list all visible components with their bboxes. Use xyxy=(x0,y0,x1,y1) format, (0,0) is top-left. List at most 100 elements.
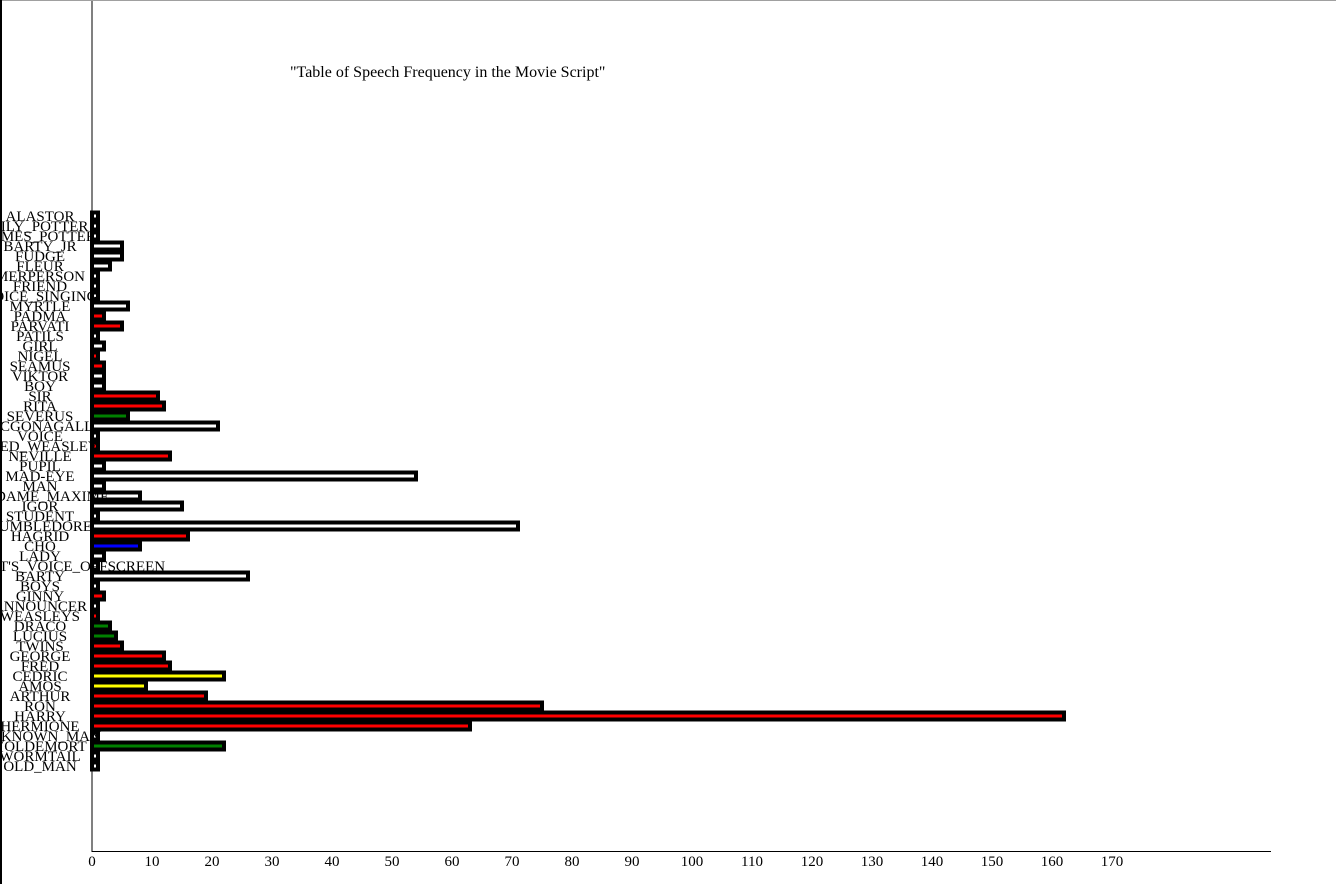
bar-cedric xyxy=(90,670,226,682)
bar-barty-jr xyxy=(90,240,124,252)
category-label: VOLDEMORT xyxy=(0,739,87,755)
bar-man xyxy=(90,480,106,492)
category-label: CHO xyxy=(24,539,56,555)
category-label: VOLDEMORT'S_VOICE_OFFSCREEN xyxy=(0,559,165,575)
x-tick-label: 60 xyxy=(445,854,460,870)
bar-barty xyxy=(90,570,250,582)
bar-viktor xyxy=(90,370,106,382)
bar-fleur xyxy=(90,260,112,272)
category-label: PADMA xyxy=(14,309,67,325)
chart-title: "Table of Speech Frequency in the Movie … xyxy=(290,64,605,81)
x-tick-label: 50 xyxy=(385,854,400,870)
category-label: JAMES_POTTER xyxy=(0,229,96,245)
category-label: MYRTLE xyxy=(10,299,71,315)
bar-harry xyxy=(90,710,1066,722)
category-label: VIKTOR xyxy=(12,369,68,385)
bar-madame-maxime xyxy=(90,490,142,502)
bar-pupil xyxy=(90,460,106,472)
bar-james-potter xyxy=(90,230,100,242)
x-tick-label: 70 xyxy=(505,854,520,870)
bar-voice-singing xyxy=(90,290,100,302)
category-label: BARTY xyxy=(15,569,65,585)
bar-announcer xyxy=(90,600,100,612)
bar-voldemort-s-voice-offscreen xyxy=(90,560,100,572)
category-label: GINNY xyxy=(16,589,64,605)
category-label: RON xyxy=(24,699,56,715)
bar-severus xyxy=(90,410,130,422)
category-label: MERPERSON xyxy=(0,269,85,285)
bar-igor xyxy=(90,500,184,512)
bar-neville xyxy=(90,450,172,462)
bar-friend xyxy=(90,280,100,292)
category-label: FUDGE xyxy=(15,249,65,265)
category-label: SIR xyxy=(28,389,51,405)
category-label: PATILS xyxy=(16,329,64,345)
category-label: PARVATI xyxy=(11,319,70,335)
category-label: NIGEL xyxy=(18,349,63,365)
bar-boys xyxy=(90,580,100,592)
x-tick-labels-layer: 0 10 20 30 40 50 60 70 80 90 100 110 120 130 140 150 160… xyxy=(88,854,1123,870)
bar-parvati xyxy=(90,320,124,332)
bar-seamus xyxy=(90,360,106,372)
category-label: ALASTOR xyxy=(6,209,75,225)
bar-george xyxy=(90,650,166,662)
category-label: HARRY xyxy=(14,709,66,725)
x-tick-label: 110 xyxy=(741,854,763,870)
bar-cho xyxy=(90,540,142,552)
bar-unknown-man xyxy=(90,730,100,742)
category-label: ANNOUNCER xyxy=(0,599,87,615)
bar-weasleys xyxy=(90,610,100,622)
category-label: TWINS xyxy=(16,639,64,655)
category-label: RITA xyxy=(23,399,57,415)
category-label: ARTHUR xyxy=(10,689,71,705)
category-label: UNKNOWN_MAN xyxy=(0,729,101,745)
bar-sir xyxy=(90,390,160,402)
bar-old-man xyxy=(90,760,100,772)
x-tick-label: 30 xyxy=(265,854,280,870)
category-label: SEAMUS xyxy=(10,359,71,375)
x-tick-label: 100 xyxy=(681,854,704,870)
category-label: SEVERUS xyxy=(7,409,74,425)
bar-fred-weasley xyxy=(90,440,100,452)
bar-lady xyxy=(90,550,106,562)
category-label: NEVILLE xyxy=(8,449,71,465)
bar-hermione xyxy=(90,720,472,732)
bar-mad-eye xyxy=(90,470,418,482)
category-label: HAGRID xyxy=(11,529,69,545)
category-label: MAD-EYE xyxy=(5,469,74,485)
category-label: AMOS xyxy=(18,679,61,695)
x-tick-label: 120 xyxy=(801,854,824,870)
x-tick-label: 90 xyxy=(625,854,640,870)
x-tick-label: 170 xyxy=(1101,854,1124,870)
category-label: FRED xyxy=(21,659,60,675)
category-labels-layer: ALASTORLILY_POTTERJAMES_POTTERBARTY_JRFU… xyxy=(0,209,165,775)
category-label: BOY xyxy=(24,379,56,395)
category-label: FLEUR xyxy=(16,259,64,275)
category-label: IGOR xyxy=(22,499,59,515)
bar-fudge xyxy=(90,250,124,262)
category-label: MAN xyxy=(22,479,57,495)
category-label: FRED_WEASLEY xyxy=(0,439,99,455)
bar-arthur xyxy=(90,690,208,702)
category-label: BARTY_JR xyxy=(3,239,76,255)
category-label: GIRL xyxy=(23,339,58,355)
bar-voldemort xyxy=(90,740,226,752)
bar-wormtail xyxy=(90,750,100,762)
category-label: BOYS xyxy=(20,579,60,595)
x-tick-label: 80 xyxy=(565,854,580,870)
bar-nigel xyxy=(90,350,100,362)
bar-padma xyxy=(90,310,106,322)
category-label: VOICE_SINGING xyxy=(0,289,98,305)
x-tick-label: 160 xyxy=(1041,854,1064,870)
bar-ginny xyxy=(90,590,106,602)
bar-myrtle xyxy=(90,300,130,312)
bar-patils xyxy=(90,330,100,342)
x-tick-label: 40 xyxy=(325,854,340,870)
category-label: CEDRIC xyxy=(12,669,67,685)
bar-draco xyxy=(90,620,112,632)
category-label: HERMIONE xyxy=(0,719,79,735)
category-label: WEASLEYS xyxy=(0,609,80,625)
bar-voice xyxy=(90,430,100,442)
bar-girl xyxy=(90,340,106,352)
